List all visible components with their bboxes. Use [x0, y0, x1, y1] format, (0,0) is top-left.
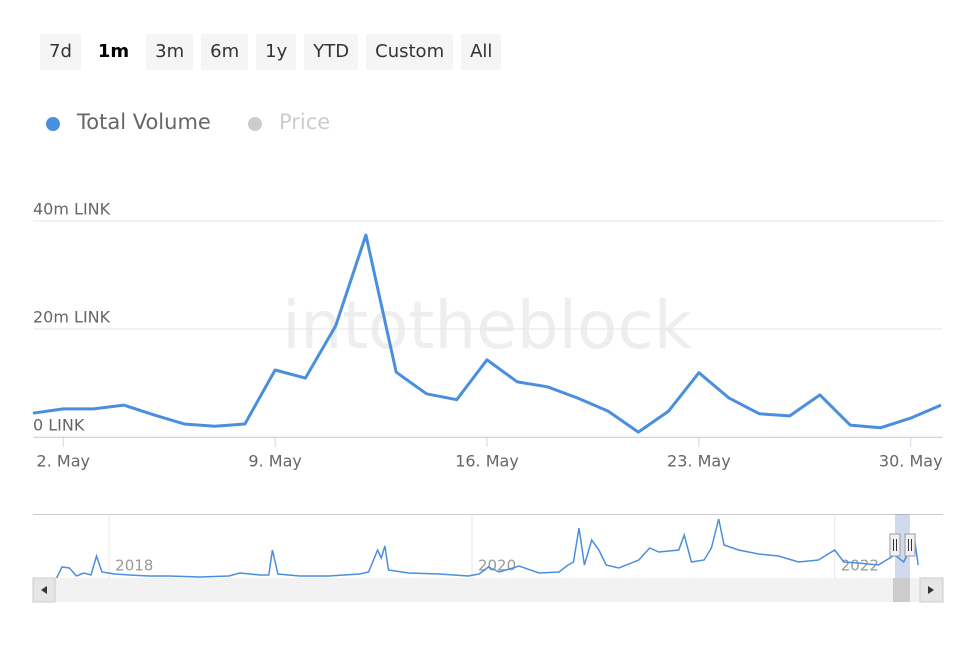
range-button[interactable]: YTD: [304, 34, 359, 70]
legend-label[interactable]: Total Volume: [76, 110, 211, 134]
arrow: [928, 586, 934, 594]
range-button[interactable]: All: [461, 34, 502, 70]
x-tick-label: 9. May: [248, 452, 301, 471]
arrow: [41, 586, 47, 594]
scrollbar-thumb[interactable]: [893, 578, 910, 602]
range-button[interactable]: 7d: [40, 34, 81, 70]
range-button[interactable]: 6m: [201, 34, 249, 70]
range-button[interactable]: Custom: [366, 34, 454, 70]
y-tick-label: 0 LINK: [33, 416, 85, 435]
navigator-mask: [895, 514, 910, 578]
y-tick-label: 20m LINK: [33, 308, 111, 327]
range-button[interactable]: 3m: [146, 34, 194, 70]
x-tick-label: 2. May: [37, 452, 90, 471]
range-button[interactable]: 1m: [97, 41, 130, 62]
x-tick-label: 16. May: [455, 452, 519, 471]
legend-marker: [248, 117, 262, 131]
navigator-tick-label: 2018: [115, 557, 153, 575]
navigator-handle[interactable]: [904, 533, 916, 557]
navigator-tick-label: 2022: [841, 557, 879, 575]
legend-marker: [46, 117, 60, 131]
series-line: [32, 233, 942, 434]
x-tick-label: 23. May: [667, 452, 731, 471]
scrollbar-track: [33, 578, 943, 602]
y-tick-label: 40m LINK: [33, 200, 111, 219]
x-tick-label: 30. May: [879, 452, 943, 471]
range-button[interactable]: 1y: [256, 34, 297, 70]
navigator-handle[interactable]: [889, 533, 901, 557]
navigator-line: [55, 518, 919, 579]
range-selector: 7d 1m 3m 6m 1y YTD Custom All: [40, 34, 502, 70]
legend-label[interactable]: Price: [279, 110, 330, 134]
watermark: intotheblock: [282, 287, 693, 364]
